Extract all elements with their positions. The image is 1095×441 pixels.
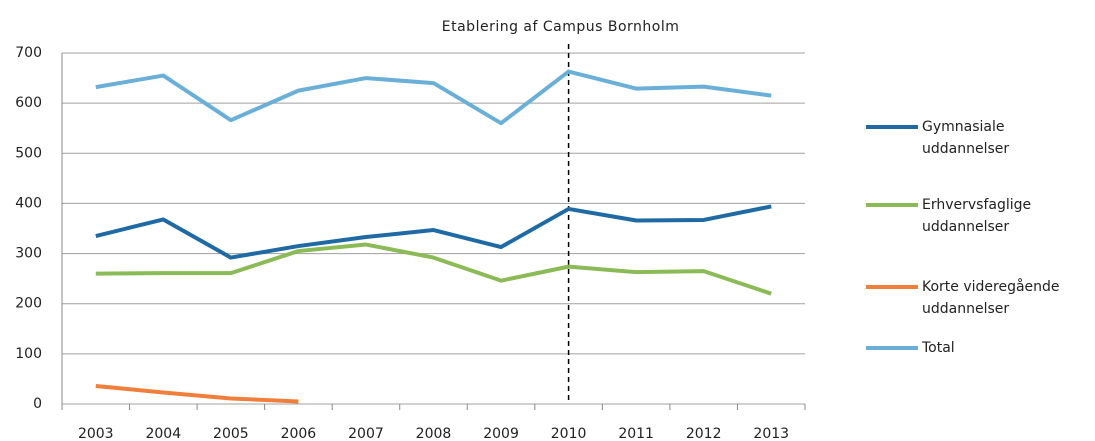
legend-item: Gymnasiale uddannelser <box>866 116 1042 160</box>
legend-swatch <box>866 285 918 289</box>
legend-swatch <box>866 125 918 129</box>
series-line <box>95 242 772 296</box>
y-tick-label: 300 <box>15 246 42 262</box>
legend-label: Gymnasiale uddannelser <box>922 119 1010 157</box>
x-tick-label: 2005 <box>213 426 249 441</box>
legend-swatch <box>866 346 918 350</box>
y-tick-label: 600 <box>15 95 42 111</box>
y-tick-label: 100 <box>15 346 42 362</box>
series-line <box>95 383 299 404</box>
x-tick-label: 2006 <box>281 426 317 441</box>
x-tick-label: 2007 <box>348 426 384 441</box>
legend-item: Erhvervsfaglige uddannelser <box>866 194 1042 238</box>
x-tick-label: 2008 <box>416 426 452 441</box>
y-tick-label: 500 <box>15 145 42 161</box>
annotation: Etablering af Campus Bornholm <box>442 19 680 35</box>
legend-label: Korte videregående uddannelser <box>922 279 1060 317</box>
legend-swatch <box>866 203 918 207</box>
y-tick-label: 400 <box>15 195 42 211</box>
series-line <box>95 204 772 260</box>
y-tick-label: 0 <box>33 396 42 412</box>
x-tick-label: 2010 <box>551 426 587 441</box>
y-tick-label: 200 <box>15 296 42 312</box>
legend-label: Total <box>922 340 955 356</box>
x-tick-label: 2009 <box>483 426 519 441</box>
series-line <box>95 69 772 126</box>
legend-label: Erhvervsfaglige uddannelser <box>922 197 1032 235</box>
x-tick-label: 2013 <box>753 426 789 441</box>
x-tick-label: 2011 <box>618 426 654 441</box>
legend-item: Korte videregående uddannelser <box>866 276 1082 320</box>
x-tick-label: 2012 <box>686 426 722 441</box>
legend-item: Total <box>866 337 1087 359</box>
y-tick-label: 700 <box>15 45 42 61</box>
x-tick-label: 2003 <box>78 426 114 441</box>
x-tick-label: 2004 <box>145 426 181 441</box>
